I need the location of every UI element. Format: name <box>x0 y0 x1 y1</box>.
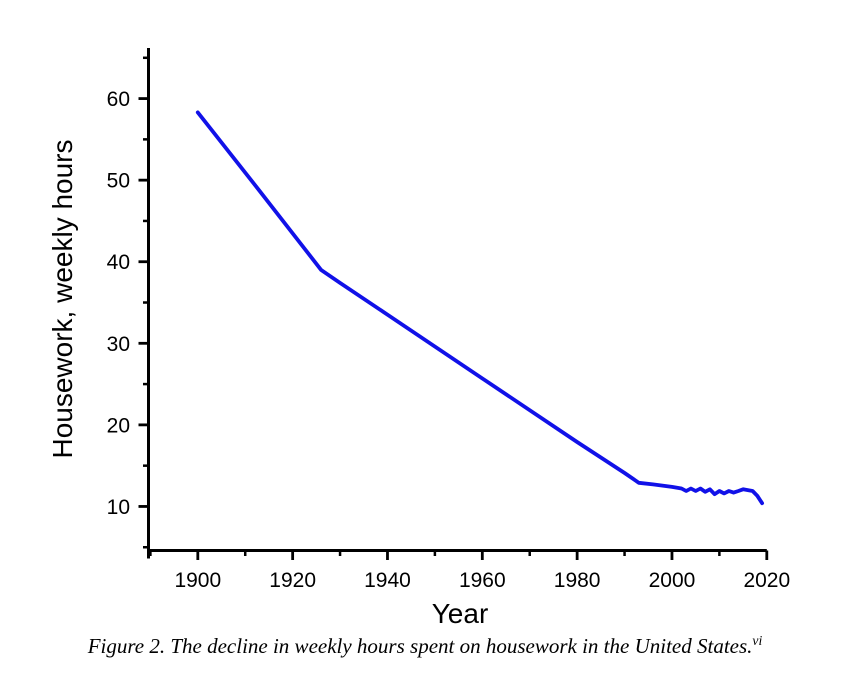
x-tick-label: 2020 <box>743 569 790 592</box>
y-axis-label: Housework, weekly hours <box>47 139 78 458</box>
y-tick-label: 10 <box>107 496 130 519</box>
caption-text: Figure 2. The decline in weekly hours sp… <box>87 634 753 658</box>
x-tick-label: 1900 <box>174 569 221 592</box>
x-axis-label: Year <box>432 598 489 629</box>
caption-endnote-marker: vi <box>752 633 763 648</box>
x-tick-label: 1940 <box>364 569 411 592</box>
x-tick-label: 1920 <box>269 569 316 592</box>
housework-line-chart: 1900 1920 1940 1960 1980 2000 2020 10 20 30 40 50 60… <box>47 48 790 629</box>
figure-caption: Figure 2. The decline in weekly hours sp… <box>0 634 850 659</box>
y-tick-label: 30 <box>107 333 130 356</box>
y-tick-label: 20 <box>107 414 130 437</box>
x-tick-label: 2000 <box>649 569 696 592</box>
plot-area: 1900 1920 1940 1960 1980 2000 2020 10 20 30 40 50 60 <box>107 48 790 592</box>
y-tick-label: 60 <box>107 88 130 111</box>
housework-line <box>195 110 764 506</box>
x-tick-label: 1960 <box>459 569 506 592</box>
x-tick-label: 1980 <box>554 569 601 592</box>
axis-spines <box>147 48 767 559</box>
y-tick-label: 40 <box>107 251 130 274</box>
y-tick-label: 50 <box>107 170 130 193</box>
